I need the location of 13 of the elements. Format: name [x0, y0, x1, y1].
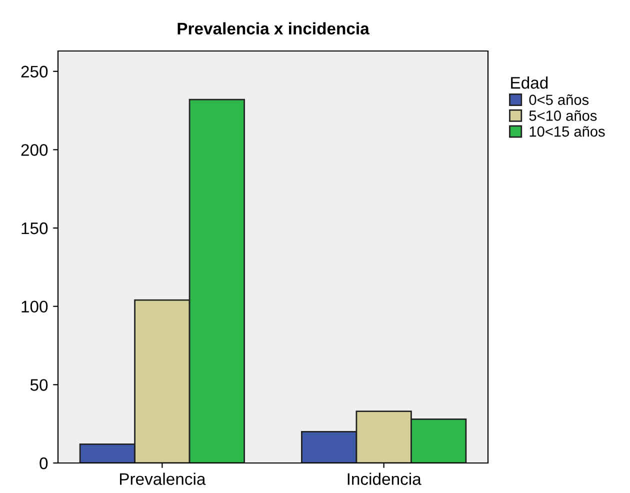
y-tick-label: 200 — [21, 144, 48, 156]
legend-title: Edad — [511, 76, 548, 89]
y-tick-label: 50 — [30, 379, 48, 391]
chart-title: Prevalencia x incidencia — [178, 22, 370, 34]
y-tick-label: 100 — [22, 300, 48, 313]
legend-label: 0<5 años — [529, 94, 589, 105]
y-tick-label: 150 — [22, 222, 48, 234]
x-tick-label: Incidencia — [348, 472, 422, 485]
x-tick-label: Prevalencia — [120, 472, 206, 485]
y-tick-label: 250 — [21, 66, 48, 78]
legend-label: 5<10 años — [529, 110, 597, 121]
legend-label: 10<15 años — [530, 126, 605, 137]
y-tick-label: 0 — [40, 457, 48, 470]
